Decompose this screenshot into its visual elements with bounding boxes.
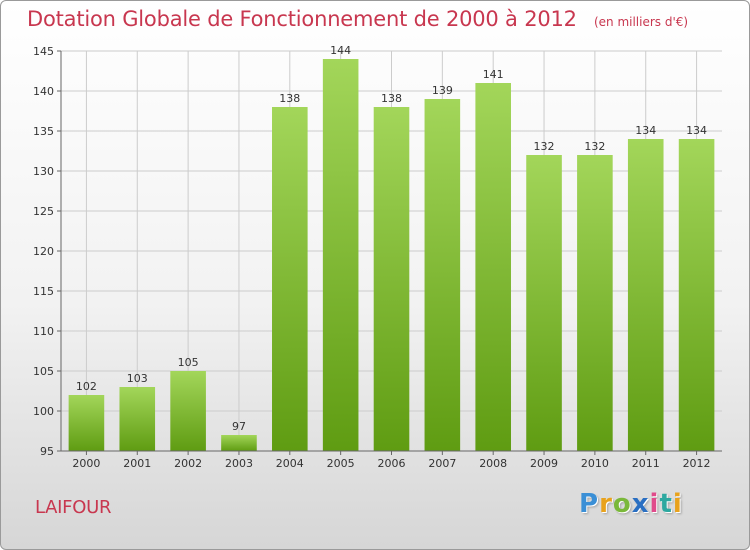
bar-2011	[627, 139, 664, 451]
value-label-2008: 141	[483, 68, 504, 81]
bar-2007	[424, 99, 461, 451]
title-block: Dotation Globale de Fonctionnement de 20…	[27, 7, 688, 31]
y-tick-label: 135	[33, 125, 54, 138]
y-tick-label: 145	[33, 45, 54, 58]
x-tick-label-2009: 2009	[530, 457, 558, 470]
bars: 102 103 105 97 138 144 138 139 141 132 132 134 134	[68, 44, 715, 451]
value-label-2009: 132	[534, 140, 555, 153]
bar-2004	[272, 107, 308, 451]
location-label: LAIFOUR	[35, 497, 112, 518]
value-label-2001: 103	[127, 372, 148, 385]
value-label-2012: 134	[686, 124, 707, 137]
y-tick-label: 95	[40, 445, 54, 458]
logo-letter: x	[631, 489, 650, 519]
value-label-2011: 134	[635, 124, 656, 137]
bar-2000	[68, 395, 105, 451]
x-tick-label-2010: 2010	[581, 457, 609, 470]
chart-subtitle: (en milliers d'€)	[593, 15, 689, 29]
value-label-2002: 105	[178, 356, 199, 369]
bar-2010	[577, 155, 613, 451]
value-label-2003: 97	[232, 420, 246, 433]
x-tick-label-2000: 2000	[72, 457, 100, 470]
value-label-2005: 144	[330, 44, 351, 57]
y-tick-label: 115	[33, 285, 54, 298]
x-tick-label-2003: 2003	[225, 457, 253, 470]
y-tick-label: 105	[33, 365, 54, 378]
x-tick-label-2004: 2004	[276, 457, 304, 470]
logo-letter: t	[659, 489, 673, 519]
x-tick-label-2007: 2007	[428, 457, 456, 470]
proxiti-logo[interactable]: Proxiti	[579, 489, 683, 519]
logo-letter: o	[612, 489, 632, 519]
value-label-2010: 132	[584, 140, 605, 153]
value-label-2006: 138	[381, 92, 402, 105]
axes: 95 100 105 110 115 120 125 130 135 140 145 2000 2001…	[33, 45, 722, 470]
value-label-2007: 139	[432, 84, 453, 97]
bar-2005	[322, 59, 359, 451]
y-tick-label: 120	[33, 245, 54, 258]
logo-letter: r	[599, 489, 613, 519]
y-tick-label: 100	[33, 405, 54, 418]
bar-2001	[119, 387, 156, 451]
bar-2003	[221, 435, 257, 451]
logo-letter: P	[579, 489, 600, 519]
y-tick-label: 110	[33, 325, 54, 338]
y-tick-label: 125	[33, 205, 54, 218]
x-tick-label-2005: 2005	[327, 457, 355, 470]
x-tick-label-2002: 2002	[174, 457, 202, 470]
bar-2012	[678, 139, 715, 451]
x-tick-label-2011: 2011	[632, 457, 660, 470]
x-tick-label-2001: 2001	[123, 457, 151, 470]
logo-letter: i	[672, 489, 683, 519]
bar-2008	[475, 83, 511, 451]
logo-letter: i	[649, 489, 660, 519]
value-label-2000: 102	[76, 380, 97, 393]
value-label-2004: 138	[279, 92, 300, 105]
y-tick-label: 140	[33, 85, 54, 98]
x-tick-label-2012: 2012	[683, 457, 711, 470]
chart-title: Dotation Globale de Fonctionnement de 20…	[27, 7, 577, 31]
x-tick-label-2006: 2006	[378, 457, 406, 470]
bar-2009	[526, 155, 562, 451]
bar-2006	[373, 107, 410, 451]
bar-2002	[170, 371, 206, 451]
x-tick-label-2008: 2008	[479, 457, 507, 470]
y-tick-label: 130	[33, 165, 54, 178]
